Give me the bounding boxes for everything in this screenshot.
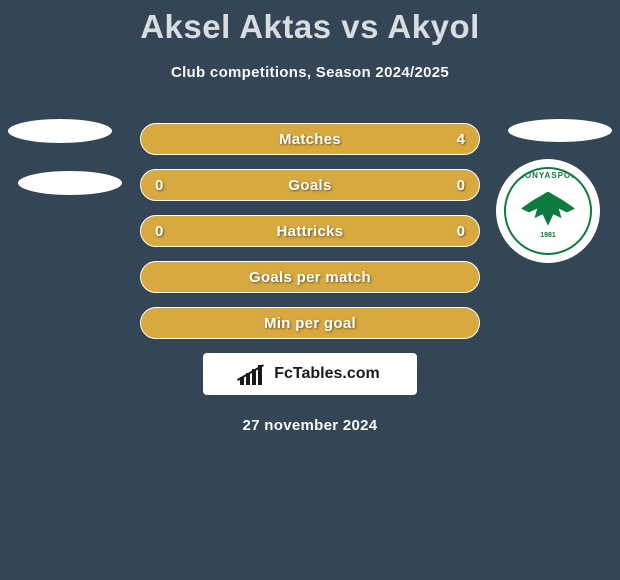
stat-right-value: 0 xyxy=(457,223,465,240)
stats-list: Matches 4 0 Goals 0 0 Hattricks 0 Goals … xyxy=(140,123,480,339)
stat-row-goals: 0 Goals 0 xyxy=(140,169,480,201)
bar-chart-icon xyxy=(240,363,268,385)
right-player-badge-placeholder xyxy=(508,119,612,142)
konyaspor-year: 1981 xyxy=(540,232,556,239)
stat-left-value: 0 xyxy=(155,223,163,240)
stat-label: Hattricks xyxy=(277,223,344,240)
brand-text: FcTables.com xyxy=(274,365,380,383)
stat-label: Matches xyxy=(279,131,341,148)
stat-left-value: 0 xyxy=(155,177,163,194)
konyaspor-label: KONYASPOR xyxy=(506,171,590,180)
stat-row-hattricks: 0 Hattricks 0 xyxy=(140,215,480,247)
stat-row-goals-per-match: Goals per match xyxy=(140,261,480,293)
stat-label: Goals xyxy=(288,177,331,194)
season-subtitle: Club competitions, Season 2024/2025 xyxy=(0,64,620,81)
stat-row-min-per-goal: Min per goal xyxy=(140,307,480,339)
stat-right-value: 4 xyxy=(457,131,465,148)
comparison-card: Aksel Aktas vs Akyol Club competitions, … xyxy=(0,0,620,434)
konyaspor-logo: KONYASPOR 1981 xyxy=(504,167,592,255)
page-title: Aksel Aktas vs Akyol xyxy=(0,8,620,46)
snapshot-date: 27 november 2024 xyxy=(0,417,620,434)
stat-right-value: 0 xyxy=(457,177,465,194)
stat-label: Goals per match xyxy=(249,269,371,286)
stat-row-matches: Matches 4 xyxy=(140,123,480,155)
stat-label: Min per goal xyxy=(264,315,356,332)
fctables-brand[interactable]: FcTables.com xyxy=(203,353,417,395)
eagle-icon xyxy=(521,192,575,230)
right-club-badge: KONYASPOR 1981 xyxy=(496,159,600,263)
left-player-badge-placeholder-1 xyxy=(8,119,112,143)
left-player-badge-placeholder-2 xyxy=(18,171,122,195)
